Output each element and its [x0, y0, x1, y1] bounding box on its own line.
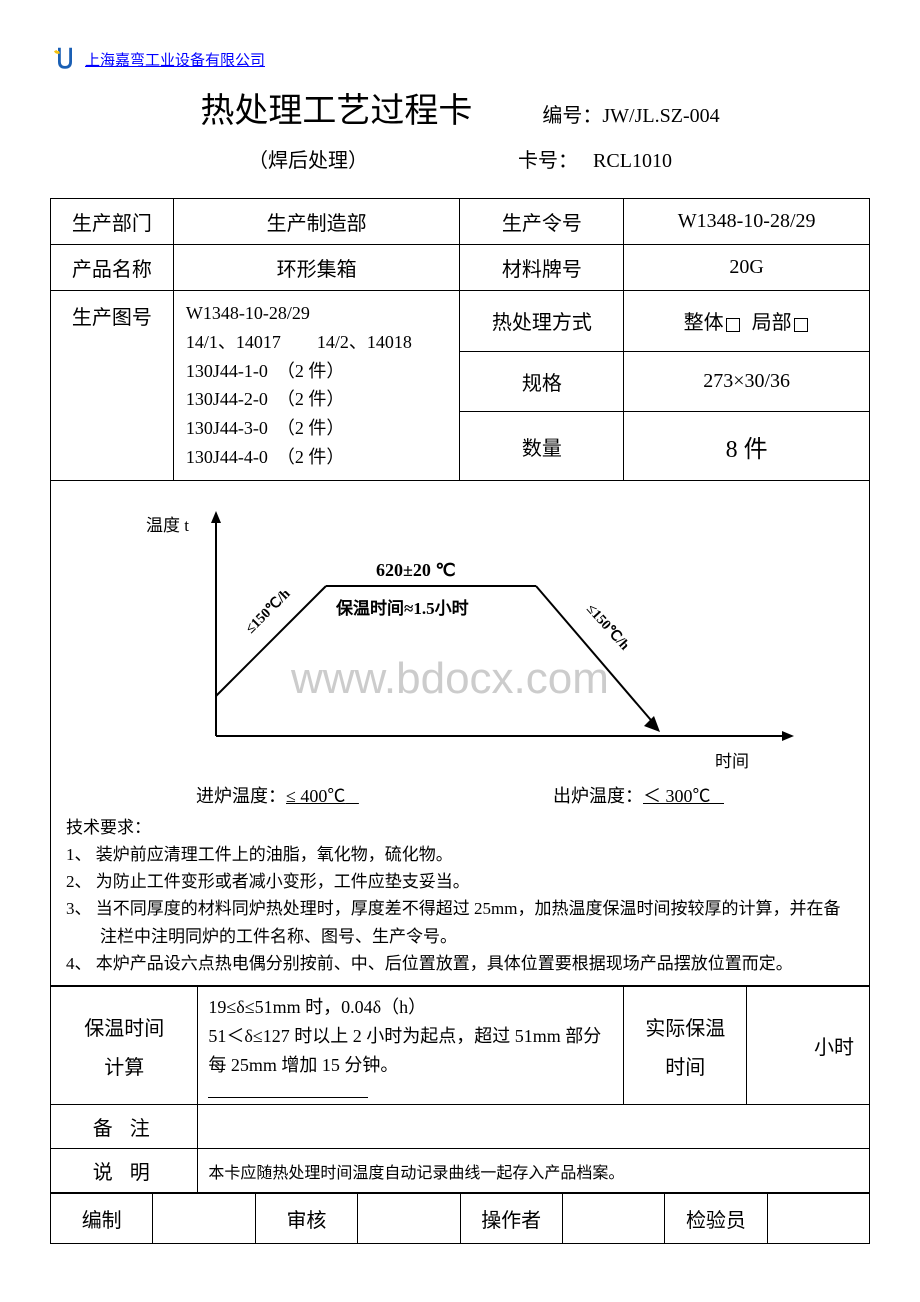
x-axis-label: 时间 — [715, 747, 749, 772]
formula-line1: 19≤δ≤51mm 时，0.04δ（h） — [208, 993, 613, 1022]
bottom-table: 保温时间 计算 19≤δ≤51mm 时，0.04δ（h） 51＜δ≤127 时以… — [50, 986, 870, 1193]
sign-inspector-value — [767, 1194, 869, 1244]
drawing-line: W1348-10-28/29 — [186, 299, 448, 328]
card-no-label: 卡号： — [518, 150, 578, 172]
out-temp: 出炉温度：＜ 300℃ — [553, 782, 724, 808]
hold-calc-label: 保温时间 计算 — [51, 986, 198, 1104]
checkbox-part-icon — [794, 318, 808, 332]
sign-prepared-value — [153, 1194, 255, 1244]
formula-cell: 19≤δ≤51mm 时，0.04δ（h） 51＜δ≤127 时以上 2 小时为起… — [198, 986, 624, 1104]
title-row: 热处理工艺过程卡 编号：JW/JL.SZ-004 — [50, 83, 870, 132]
tech-req-title: 技术要求： — [66, 814, 854, 841]
page-title: 热处理工艺过程卡 — [200, 83, 472, 132]
company-logo-icon — [50, 45, 80, 73]
remark-label: 备 注 — [51, 1105, 198, 1149]
product-value: 环形集箱 — [173, 245, 460, 291]
subtitle: （焊后处理） — [248, 144, 368, 173]
out-temp-value: ＜ 300℃ — [643, 786, 711, 806]
drawing-label: 生产图号 — [51, 291, 174, 481]
note-label: 说 明 — [51, 1149, 198, 1193]
svg-text:≤150℃/h: ≤150℃/h — [583, 601, 632, 653]
material-value: 20G — [624, 245, 870, 291]
formula-line2: 51＜δ≤127 时以上 2 小时为起点，超过 51mm 部分每 25mm 增加… — [208, 1022, 613, 1080]
drawing-line: 14/1、14017 14/2、14018 — [186, 328, 448, 357]
actual-hold-label1: 实际保温 — [634, 1012, 736, 1041]
table-row: 生产部门 生产制造部 生产令号 W1348-10-28/29 — [51, 199, 870, 245]
product-label: 产品名称 — [51, 245, 174, 291]
underline — [208, 1097, 368, 1098]
diagram-section: 温度 t www.bdocx.com 620±20 ℃ 保温时间≈1.5小时 ≤… — [50, 481, 870, 986]
in-temp-label: 进炉温度： — [196, 786, 286, 806]
tech-item: 2、 为防止工件变形或者减小变形，工件应垫支妥当。 — [66, 868, 854, 895]
table-row: 备 注 — [51, 1105, 870, 1149]
company-header: 上海嘉弯工业设备有限公司 — [50, 45, 870, 73]
remark-value — [198, 1105, 870, 1149]
info-table: 生产部门 生产制造部 生产令号 W1348-10-28/29 产品名称 环形集箱… — [50, 198, 870, 481]
out-temp-label: 出炉温度： — [553, 786, 643, 806]
note-text: 本卡应随热处理时间温度自动记录曲线一起存入产品档案。 — [198, 1149, 870, 1193]
drawing-line: 130J44-3-0 （2 件） — [186, 414, 448, 443]
actual-hold-label: 实际保温 时间 — [624, 986, 747, 1104]
qty-value: 8 件 — [624, 412, 870, 481]
hold-calc-label2: 计算 — [61, 1051, 187, 1080]
tech-requirements: 技术要求： 1、 装炉前应清理工件上的油脂，氧化物，硫化物。 2、 为防止工件变… — [66, 814, 854, 977]
table-row: 说 明 本卡应随热处理时间温度自动记录曲线一起存入产品档案。 — [51, 1149, 870, 1193]
temp-row: 进炉温度：≤ 400℃ 出炉温度：＜ 300℃ — [66, 782, 854, 808]
hours-cell: 小时 — [747, 986, 870, 1104]
treat-whole: 整体 — [684, 312, 724, 334]
table-row: 产品名称 环形集箱 材料牌号 20G — [51, 245, 870, 291]
svg-text:≤150℃/h: ≤150℃/h — [243, 586, 293, 636]
sign-operator-value — [562, 1194, 664, 1244]
tech-item: 1、 装炉前应清理工件上的油脂，氧化物，硫化物。 — [66, 841, 854, 868]
in-temp: 进炉温度：≤ 400℃ — [196, 782, 359, 808]
sign-inspector-label: 检验员 — [665, 1194, 767, 1244]
drawing-line: 130J44-1-0 （2 件） — [186, 357, 448, 386]
tech-item: 3、 当不同厚度的材料同炉热处理时，厚度差不得超过 25mm，加热温度保温时间按… — [66, 895, 854, 949]
sign-table: 编制 审核 操作者 检验员 — [50, 1193, 870, 1244]
in-temp-value: ≤ 400℃ — [286, 786, 345, 806]
sign-operator-label: 操作者 — [460, 1194, 562, 1244]
treat-value: 整体 局部 — [624, 291, 870, 352]
table-row: 生产图号 W1348-10-28/29 14/1、14017 14/2、1401… — [51, 291, 870, 352]
spec-value: 273×30/36 — [624, 351, 870, 412]
dept-value: 生产制造部 — [173, 199, 460, 245]
spec-label: 规格 — [460, 351, 624, 412]
treat-part: 局部 — [752, 312, 792, 334]
card-number: 卡号： RCL1010 — [518, 144, 672, 173]
hold-calc-label1: 保温时间 — [61, 1012, 187, 1041]
dept-label: 生产部门 — [51, 199, 174, 245]
table-row: 编制 审核 操作者 检验员 — [51, 1194, 870, 1244]
company-name: 上海嘉弯工业设备有限公司 — [85, 49, 265, 70]
sign-reviewed-label: 审核 — [255, 1194, 357, 1244]
drawing-line: 130J44-2-0 （2 件） — [186, 385, 448, 414]
doc-no-label: 编号： — [542, 105, 602, 127]
drawing-value: W1348-10-28/29 14/1、14017 14/2、14018 130… — [173, 291, 460, 481]
sign-reviewed-value — [358, 1194, 460, 1244]
actual-hold-label2: 时间 — [634, 1051, 736, 1080]
table-row: 保温时间 计算 19≤δ≤51mm 时，0.04δ（h） 51＜δ≤127 时以… — [51, 986, 870, 1104]
temperature-diagram: 温度 t www.bdocx.com 620±20 ℃ 保温时间≈1.5小时 ≤… — [66, 506, 854, 776]
card-no-value: RCL1010 — [593, 150, 672, 172]
diagram-svg: 620±20 ℃ 保温时间≈1.5小时 ≤150℃/h ≤150℃/h — [66, 506, 866, 766]
hours-unit: 小时 — [814, 1037, 854, 1059]
tech-item: 4、 本炉产品设六点热电偶分别按前、中、后位置放置，具体位置要根据现场产品摆放位… — [66, 950, 854, 977]
drawing-line: 130J44-4-0 （2 件） — [186, 443, 448, 472]
qty-label: 数量 — [460, 412, 624, 481]
svg-text:620±20 ℃: 620±20 ℃ — [376, 560, 456, 580]
svg-text:保温时间≈1.5小时: 保温时间≈1.5小时 — [335, 598, 469, 618]
checkbox-whole-icon — [726, 318, 740, 332]
treat-label: 热处理方式 — [460, 291, 624, 352]
doc-no-value: JW/JL.SZ-004 — [602, 105, 719, 127]
order-value: W1348-10-28/29 — [624, 199, 870, 245]
doc-number: 编号：JW/JL.SZ-004 — [542, 99, 719, 128]
material-label: 材料牌号 — [460, 245, 624, 291]
subtitle-row: （焊后处理） 卡号： RCL1010 — [50, 144, 870, 173]
sign-prepared-label: 编制 — [51, 1194, 153, 1244]
order-label: 生产令号 — [460, 199, 624, 245]
